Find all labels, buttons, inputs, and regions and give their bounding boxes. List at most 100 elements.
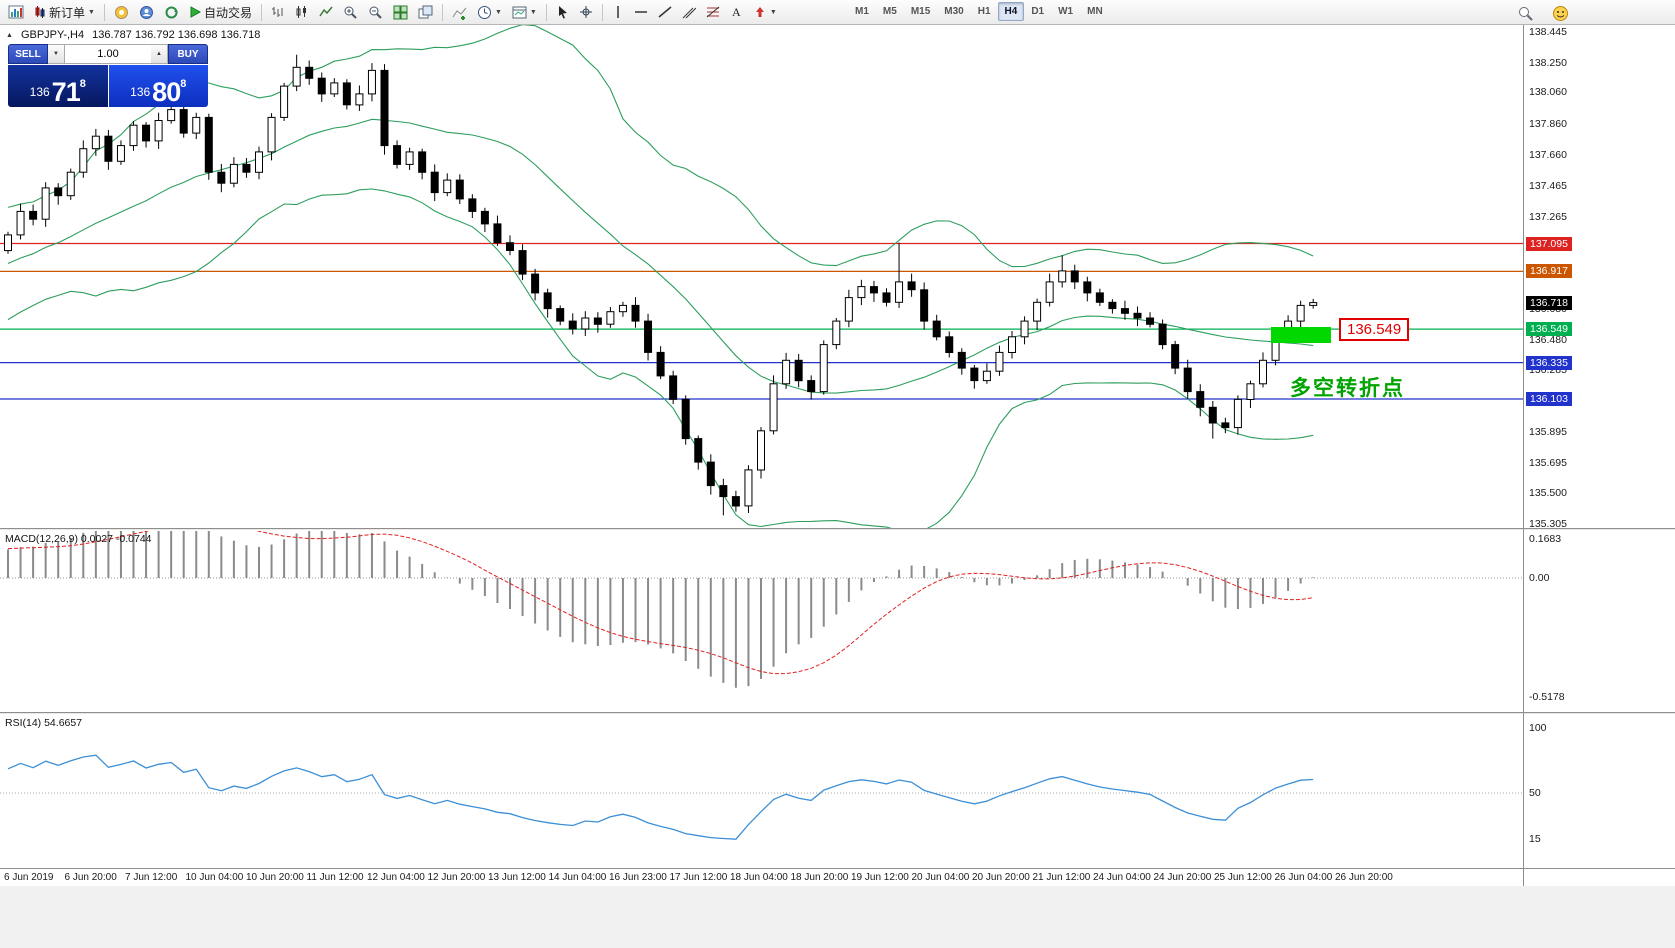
price-axis-tick: 137.465 [1529,179,1567,192]
indicators-icon [452,7,467,20]
price-axis-tick: 135.305 [1529,518,1567,530]
zoom-out-button[interactable] [363,2,388,23]
panel-separator[interactable] [0,528,1675,531]
price-axis-tick: 15 [1529,832,1541,845]
sell-button[interactable]: SELL [8,44,48,64]
price-axis[interactable]: 138.445 138.250 138.060 137.860 137.660 137.4… [1523,0,1675,948]
indicators-button[interactable] [447,2,472,23]
mql5-button[interactable] [109,2,134,23]
timeframe-button-m30[interactable]: M30 [944,6,964,17]
chart-ohlc: 136.787 136.792 136.698 136.718 [92,29,261,41]
highlight-rectangle[interactable] [1271,327,1331,343]
sell-price-sup: 8 [79,78,86,90]
fibonacci-button[interactable] [701,2,725,22]
macd-label: MACD(12,26,9) 0.0027 -0.0744 [5,533,152,545]
time-axis-label: 18 Jun 04:00 [730,872,788,883]
timeframe-button-mn[interactable]: MN [1087,6,1103,17]
timeframe-button-w1[interactable]: W1 [1058,6,1074,17]
time-axis-label: 26 Jun 20:00 [1335,872,1393,883]
volume-decrease-button[interactable]: ▼ [48,44,65,64]
price-chart-canvas[interactable] [0,25,1675,886]
buy-price-button[interactable]: 136 80 8 [108,65,208,107]
sell-price-big: 71 [51,77,81,107]
channel-icon [682,7,696,19]
price-axis-tick: 0.1683 [1529,533,1562,546]
price-axis-tick: 135.895 [1529,425,1567,438]
volume-decrease-icon: ▼ [53,51,59,57]
tile-windows-button[interactable] [388,2,413,23]
horizontal-line-button[interactable] [629,3,653,21]
volume-increase-button[interactable]: ▲ [151,44,168,64]
line-chart-button[interactable] [314,2,338,22]
refresh-button[interactable] [159,2,184,23]
timeframe-button-h1[interactable]: H1 [977,6,991,17]
refresh-icon [165,6,178,18]
crosshair-button[interactable] [574,2,598,22]
vertical-line-button[interactable] [607,2,629,22]
time-axis-label: 12 Jun 04:00 [367,872,425,883]
price-callout[interactable]: 136.549 [1339,318,1410,341]
time-axis-label: 12 Jun 20:00 [427,872,486,883]
time-axis-label: 16 Jun 23:00 [609,872,667,883]
buy-price-big: 80 [152,77,181,107]
time-axis-label: 25 Jun 12:00 [1214,872,1272,883]
turning-point-annotation[interactable]: 多空转折点 [1290,377,1405,400]
chart-app-icon [8,5,24,19]
chart-app-button[interactable] [3,1,29,23]
time-axis-label: 7 Jun 12:00 [125,872,178,883]
community-button[interactable] [1547,2,1574,25]
channel-button[interactable] [677,2,701,22]
timeframe-button-m1[interactable]: M1 [855,6,869,17]
price-axis-tick: 0.00 [1529,572,1550,584]
chart-background [0,25,1675,886]
separator [103,3,105,21]
time-axis-label: 11 Jun 12:00 [306,872,364,883]
trendline-button[interactable] [653,2,677,22]
cascade-windows-button[interactable] [413,2,438,23]
sell-price-button[interactable]: 136 71 8 [8,65,108,107]
mql5-icon [114,5,128,19]
timeframe-button-h4[interactable]: H4 [997,2,1025,21]
text-label-icon: A [732,5,741,19]
new-order-button[interactable]: 新订单 ▼ [29,1,100,24]
timeframe-button-d1[interactable]: D1 [1031,6,1045,17]
time-axis-label: 6 Jun 2019 [4,872,54,883]
templates-icon [512,6,527,18]
cursor-button[interactable] [551,2,574,22]
price-axis-tick: 100 [1529,722,1547,734]
bar-chart-button[interactable] [266,2,290,22]
periods-button[interactable]: ▼ [472,2,507,23]
price-axis-tick: 137.265 [1529,210,1567,223]
auto-trading-button[interactable]: 自动交易 [184,1,257,24]
buy-price-sup: 8 [180,78,187,90]
time-axis-label: 6 Jun 20:00 [64,872,117,883]
text-label-button[interactable]: A [725,2,748,22]
vertical-line-icon [617,6,619,18]
timeframe-button-m15[interactable]: M15 [910,6,931,17]
separator [545,3,547,21]
time-axis-border [0,868,1675,869]
timeframe-button-m5[interactable]: M5 [882,6,897,17]
volume-input[interactable]: 1.00 [65,44,151,64]
search-button[interactable] [1512,2,1539,25]
price-axis-border [1523,25,1524,886]
time-axis-label: 10 Jun 04:00 [185,872,244,883]
time-axis-label: 14 Jun 04:00 [548,872,607,883]
separator [260,3,262,21]
zoom-in-button[interactable] [338,2,363,23]
profile-icon [139,5,153,19]
templates-button[interactable]: ▼ [507,2,542,23]
candlestick-chart-button[interactable] [290,2,314,22]
one-click-panel-toggle[interactable]: ▲ [6,31,13,39]
time-axis[interactable]: 6 Jun 2019 6 Jun 20:00 7 Jun 12:00 10 Jun 0… [0,869,1523,886]
volume-increase-icon: ▲ [156,51,162,57]
separator [601,3,603,21]
price-axis-tick: 138.445 [1529,26,1567,38]
panel-separator[interactable] [0,712,1675,715]
profile-button[interactable] [134,2,159,23]
buy-button[interactable]: BUY [168,44,208,64]
chevron-down-icon: ▼ [494,8,502,16]
arrows-button[interactable]: ▼ [748,2,782,22]
zoom-in-icon [344,6,357,19]
time-axis-label: 20 Jun 20:00 [972,872,1030,883]
